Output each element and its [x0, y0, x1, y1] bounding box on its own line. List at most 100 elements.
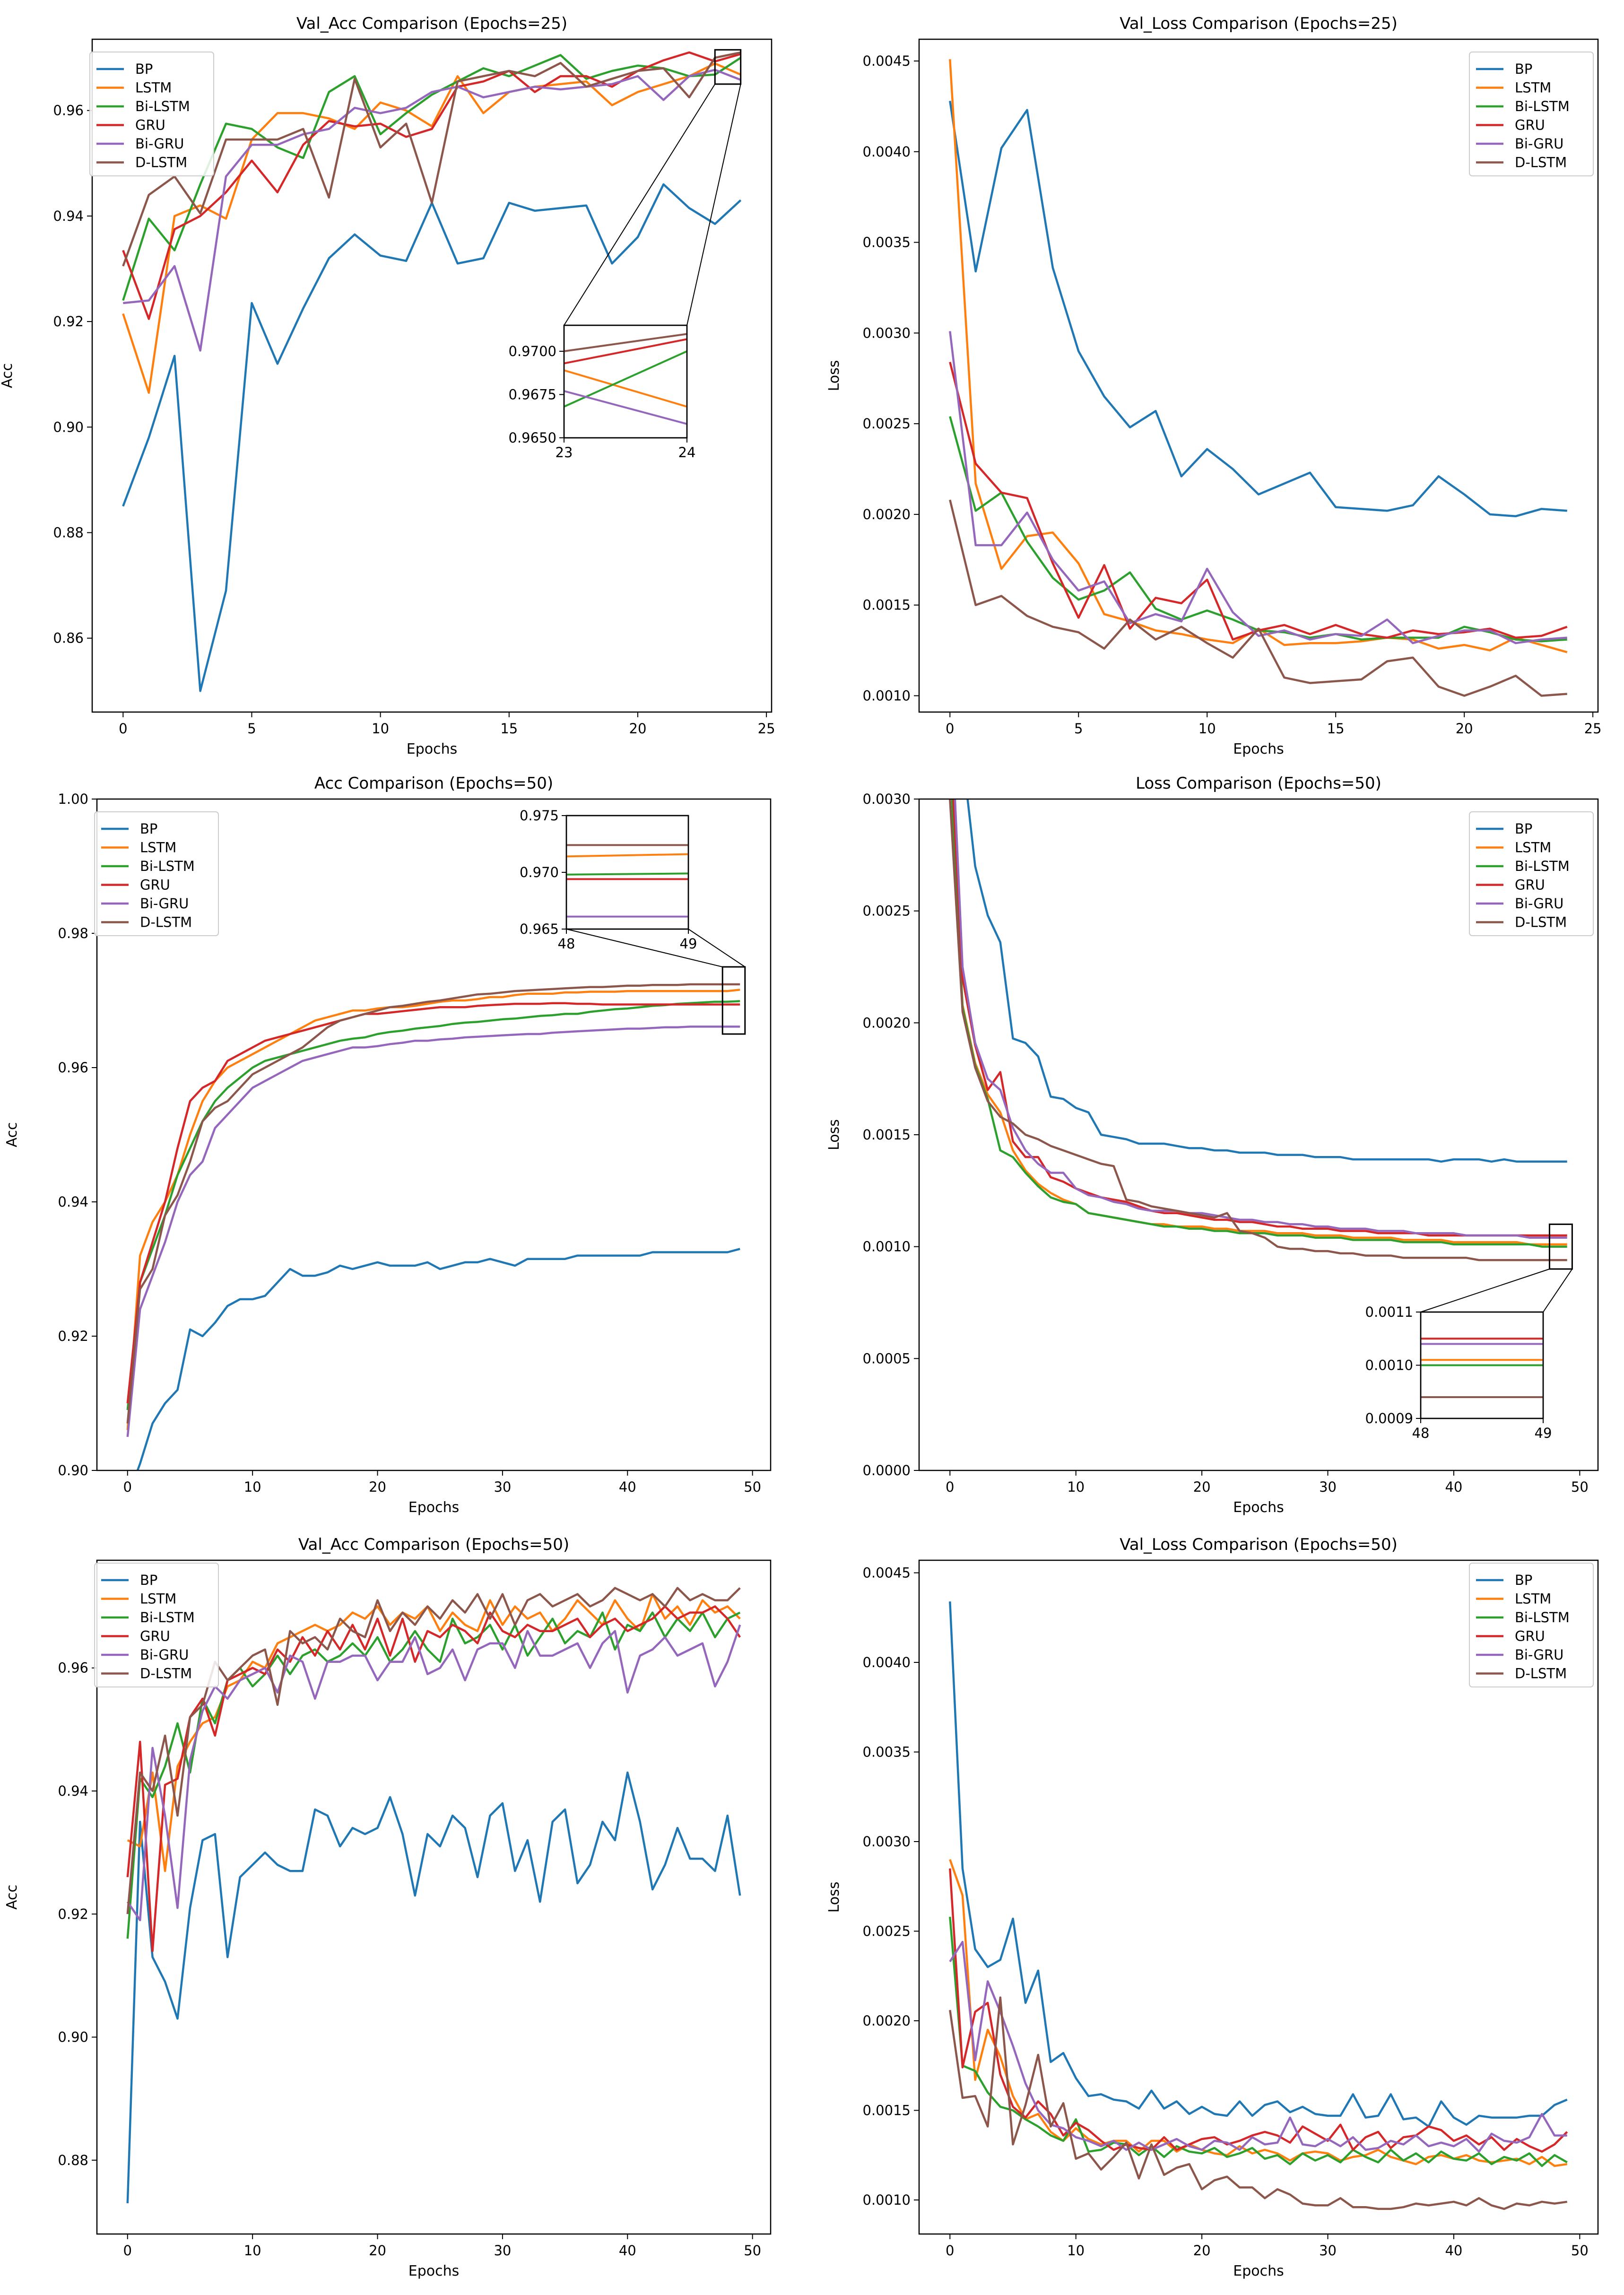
x-axis-label: Epochs: [1233, 2263, 1284, 2279]
y-tick-label: 0.0035: [863, 1744, 911, 1760]
series-line-bi-lstm: [122, 54, 741, 301]
x-tick-label: 10: [1198, 721, 1216, 737]
y-tick-label: 0.0015: [863, 2102, 911, 2118]
x-tick-label: 40: [619, 2243, 636, 2259]
legend-label-bi-gru: Bi-GRU: [140, 1647, 189, 1663]
series-line-lstm: [126, 989, 740, 1430]
y-tick-label: 0.92: [53, 313, 84, 330]
inset-y-tick-label: 0.970: [520, 864, 559, 880]
inset-x-tick-label: 49: [680, 936, 697, 952]
y-axis-label: Acc: [4, 1122, 20, 1148]
series-line-d-lstm: [126, 983, 740, 1424]
series-line-lstm: [949, 1859, 1568, 2167]
y-tick-label: 0.88: [58, 2152, 88, 2168]
legend-label-bp: BP: [140, 821, 157, 837]
series-line-d-lstm: [949, 1996, 1568, 2210]
x-tick-label: 30: [1319, 1479, 1337, 1495]
x-tick-label: 30: [494, 2243, 511, 2259]
legend-label-bp: BP: [140, 1572, 157, 1588]
axes-frame: [918, 38, 1599, 713]
legend-label-d-lstm: D-LSTM: [1515, 1666, 1567, 1682]
inset-axes: 48 49 0.965 0.970 0.975: [520, 808, 697, 952]
series-line-lstm: [127, 1593, 741, 1872]
inset-series-line-d-lstm: [564, 333, 687, 353]
chart-title: Val_Loss Comparison (Epochs=50): [1120, 1535, 1398, 1554]
series-line-gru: [949, 362, 1568, 641]
x-tick-label: 50: [1571, 2243, 1589, 2259]
legend-label-d-lstm: D-LSTM: [135, 155, 187, 171]
legend-label-gru: GRU: [1515, 1628, 1545, 1644]
x-tick-label: 20: [629, 721, 647, 737]
y-tick-label: 0.90: [53, 419, 84, 435]
legend: BP LSTM Bi-LSTM GRU Bi-GRU D-LSTM: [1469, 811, 1594, 936]
series-line-bp: [949, 101, 1567, 518]
y-tick-label: 0.92: [58, 1328, 88, 1344]
zoom-connector: [1420, 1269, 1550, 1313]
y-tick-label: 0.0000: [863, 1462, 911, 1478]
y-tick-label: 0.90: [58, 2029, 88, 2045]
inset-y-tick-label: 0.975: [520, 808, 559, 824]
y-tick-label: 0.0005: [863, 1350, 911, 1366]
x-axis-label: Epochs: [407, 741, 458, 757]
chart-title: Acc Comparison (Epochs=50): [314, 774, 553, 793]
inset-y-tick-label: 0.0009: [1365, 1410, 1413, 1426]
legend-label-bi-lstm: Bi-LSTM: [140, 858, 195, 874]
y-tick-label: 1.00: [58, 791, 88, 807]
plot-area: [949, 1601, 1568, 2210]
legend-label-bi-gru: Bi-GRU: [135, 136, 184, 152]
y-tick-label: 0.0020: [863, 1015, 911, 1031]
x-tick-label: 40: [1445, 1479, 1462, 1495]
x-tick-label: 10: [372, 721, 389, 737]
series-line-d-lstm: [126, 1587, 741, 1914]
series-line-bi-gru: [949, 331, 1567, 644]
legend-label-d-lstm: D-LSTM: [1515, 155, 1567, 171]
inset-x-tick-label: 48: [1412, 1425, 1430, 1441]
y-tick-label: 0.0025: [863, 416, 911, 432]
inset-series-line-bi-gru: [564, 390, 687, 425]
legend-label-bi-lstm: Bi-LSTM: [135, 98, 190, 114]
series-line-bp: [126, 1771, 741, 2203]
chart-title: Val_Acc Comparison (Epochs=50): [298, 1535, 569, 1554]
inset-x-tick-label: 23: [556, 444, 573, 461]
legend: BP LSTM Bi-LSTM GRU Bi-GRU D-LSTM: [94, 811, 219, 936]
legend-frame: [94, 1563, 219, 1687]
series-line-bi-lstm: [949, 416, 1567, 643]
inset-y-tick-label: 0.9675: [509, 386, 556, 402]
y-axis-label: Acc: [4, 1885, 20, 1910]
legend-label-bp: BP: [1515, 61, 1532, 77]
series-line-bi-lstm: [951, 799, 1567, 1248]
x-tick-label: 10: [244, 1479, 261, 1495]
series-line-bi-lstm: [126, 1611, 741, 1939]
y-tick-label: 0.96: [58, 1660, 88, 1676]
inset-series-line-bi-lstm: [564, 350, 687, 408]
plot-area: [126, 983, 740, 1470]
y-tick-label: 0.0015: [863, 597, 911, 613]
x-tick-label: 10: [1067, 1479, 1085, 1495]
legend-label-bp: BP: [1515, 821, 1532, 837]
x-tick-label: 5: [1074, 721, 1083, 737]
series-line-bp: [966, 799, 1567, 1163]
x-tick-label: 0: [123, 2243, 132, 2259]
legend-label-lstm: LSTM: [135, 80, 172, 96]
x-tick-label: 20: [1193, 1479, 1211, 1495]
inset-y-tick-label: 0.0010: [1365, 1357, 1413, 1374]
inset-y-tick-label: 0.9650: [509, 430, 556, 446]
y-tick-label: 0.0010: [863, 1239, 911, 1255]
series-line-gru: [949, 1868, 1568, 2153]
legend-label-lstm: LSTM: [1515, 80, 1551, 96]
inset-y-tick-label: 0.9700: [509, 343, 556, 359]
chart-4: Loss Comparison (Epochs=50) 0 10 20 30 40 50 0.…: [826, 774, 1599, 1516]
y-tick-label: 0.0040: [863, 144, 911, 160]
series-line-bi-lstm: [949, 1917, 1568, 2167]
y-tick-label: 0.0045: [863, 53, 911, 69]
series-line-gru: [126, 1605, 741, 1952]
y-tick-label: 0.0010: [863, 2192, 911, 2208]
zoom-connector: [566, 929, 723, 967]
y-tick-label: 0.0015: [863, 1127, 911, 1143]
x-tick-label: 25: [1584, 721, 1602, 737]
y-tick-label: 0.0030: [863, 1834, 911, 1850]
x-axis-label: Epochs: [408, 1499, 460, 1516]
plot-area: [949, 799, 1567, 1261]
series-line-lstm: [122, 62, 741, 394]
x-tick-label: 40: [1445, 2243, 1462, 2259]
